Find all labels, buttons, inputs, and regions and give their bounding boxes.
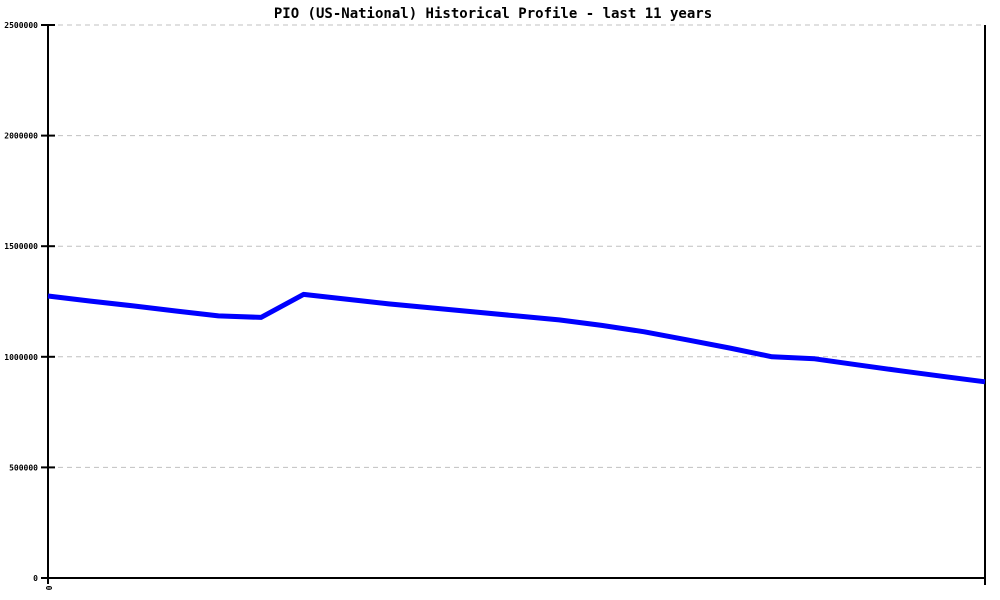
y-tick-label: 1000000	[4, 353, 38, 362]
chart-title: PIO (US-National) Historical Profile - l…	[273, 6, 713, 22]
y-tick-label: 2500000	[4, 21, 38, 30]
series-line-pio	[47, 291, 986, 385]
x-tick-label: 0	[45, 585, 54, 590]
y-tick-label: 0	[33, 574, 38, 583]
y-tick-label: 500000	[9, 463, 38, 472]
y-tick-label: 1500000	[4, 242, 38, 251]
y-tick-label: 2000000	[4, 132, 38, 141]
